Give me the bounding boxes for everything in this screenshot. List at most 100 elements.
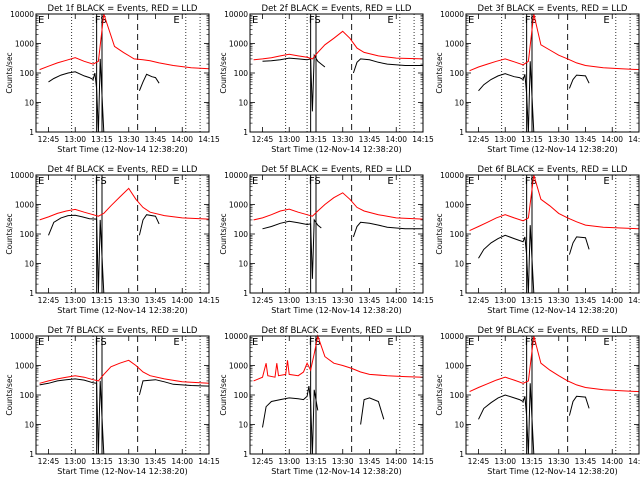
x-tick-label: 13:00 [64,135,86,144]
event-marker-1: E [468,15,474,26]
x-tick-label: 13:45 [359,135,381,144]
y-tick-label: 10000 [224,10,248,19]
series-lld [39,359,210,384]
y-tick-label: 100 [234,391,249,400]
y-tick-label: 1000 [15,40,34,49]
event-marker-1: E [38,15,44,26]
event-marker-1: E [468,337,474,348]
series-events [478,225,590,294]
y-tick-label: 10000 [440,10,464,19]
series-events [39,378,210,455]
panel-title: Det 5f BLACK = Events, RED = LLD [262,165,412,175]
y-tick-label: 1 [243,128,248,137]
x-tick-label: 13:15 [91,457,113,466]
event-marker-2: FS [525,15,537,26]
y-tick-label: 100 [20,69,35,78]
panel-title: Det 9f BLACK = Events, RED = LLD [478,326,628,336]
series-events [262,386,385,455]
event-marker-1: E [252,176,258,187]
x-axis-label: Start Time (12-Nov-14 12:38:20) [271,306,401,315]
x-tick-label: 13:15 [521,135,543,144]
x-tick-label: 13:30 [548,135,570,144]
x-tick-label: 13:30 [548,457,570,466]
y-tick-label: 100 [450,391,465,400]
x-tick-label: 13:00 [64,457,86,466]
y-tick-label: 1000 [15,362,34,371]
y-tick-label: 1 [459,289,464,298]
x-tick-label: 12:45 [38,296,60,305]
y-axis-label: Counts/sec [435,374,444,415]
x-tick-label: 12:45 [252,296,274,305]
y-axis-label: Counts/sec [5,374,14,415]
y-tick-label: 10000 [10,10,34,19]
series-lld [469,335,640,393]
series-events [262,53,423,112]
x-tick-label: 14:00 [385,457,407,466]
x-tick-label: 12:45 [38,457,60,466]
x-tick-label: 13:15 [305,457,327,466]
y-tick-label: 100 [20,391,35,400]
x-tick-label: 14:15 [198,296,220,305]
event-marker-2: FS [309,337,321,348]
event-marker-3: E [387,15,393,26]
x-tick-label: 14:00 [601,135,623,144]
x-tick-label: 12:45 [252,457,274,466]
y-tick-label: 1000 [445,201,464,210]
x-axis-label: Start Time (12-Nov-14 12:38:20) [57,467,187,476]
x-tick-label: 13:30 [548,296,570,305]
y-tick-label: 10000 [224,332,248,341]
x-tick-label: 14:15 [628,135,640,144]
x-tick-label: 14:00 [171,135,193,144]
x-tick-label: 12:45 [252,135,274,144]
series-lld [469,13,640,72]
x-tick-label: 14:00 [171,296,193,305]
y-tick-label: 100 [234,230,249,239]
y-tick-label: 1 [29,289,34,298]
y-tick-label: 10 [238,421,248,430]
event-marker-3: E [603,337,609,348]
series-lld [469,174,640,232]
event-marker-3: E [603,176,609,187]
series-lld [39,187,210,221]
panel-title: Det 3f BLACK = Events, RED = LLD [478,4,628,14]
y-tick-label: 1000 [445,40,464,49]
series-events [478,383,590,455]
x-tick-label: 14:15 [412,135,434,144]
plot-frame [465,174,640,294]
y-tick-label: 10 [238,260,248,269]
y-axis-label: Counts/sec [435,213,444,254]
y-tick-label: 1000 [229,40,248,49]
x-tick-label: 13:15 [91,135,113,144]
y-tick-label: 10 [454,260,464,269]
x-tick-label: 13:30 [332,135,354,144]
x-tick-label: 13:00 [278,135,300,144]
event-marker-1: E [252,15,258,26]
series-lld [253,334,424,382]
y-tick-label: 1 [243,289,248,298]
event-marker-2: FS [525,176,537,187]
y-tick-label: 1000 [229,201,248,210]
y-tick-label: 10 [454,421,464,430]
y-tick-label: 100 [234,69,249,78]
x-tick-label: 13:00 [278,457,300,466]
x-tick-label: 13:45 [359,296,381,305]
x-tick-label: 14:15 [412,457,434,466]
y-axis-label: Counts/sec [435,52,444,93]
series-lld [39,13,210,71]
x-tick-label: 13:15 [305,296,327,305]
x-tick-label: 13:00 [494,296,516,305]
x-tick-label: 13:45 [575,135,597,144]
y-tick-label: 10 [24,99,34,108]
event-marker-2: FS [95,337,107,348]
y-tick-label: 10 [238,99,248,108]
x-tick-label: 13:15 [305,135,327,144]
